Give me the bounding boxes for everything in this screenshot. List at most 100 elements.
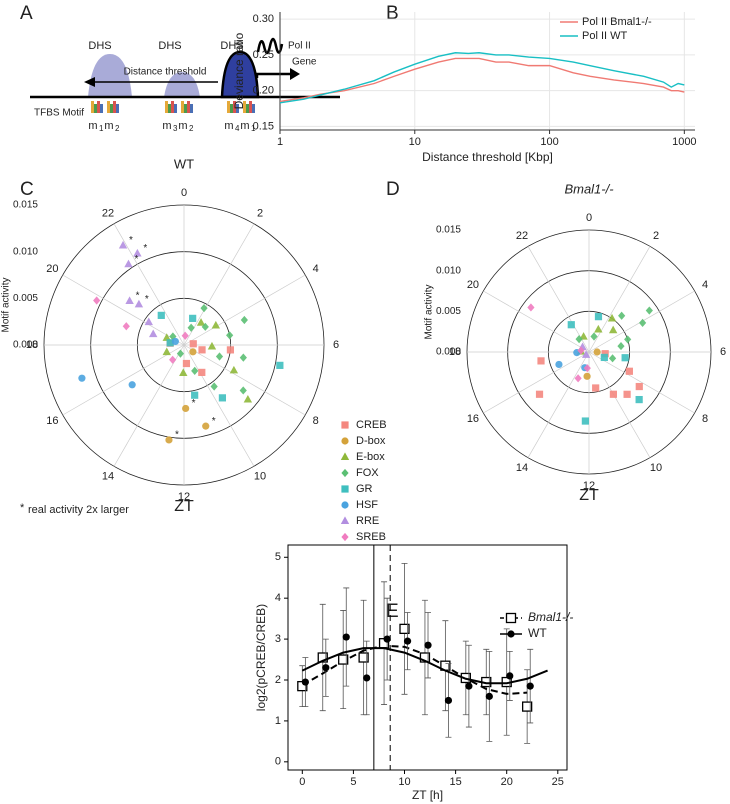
legend-label: FOX <box>356 467 379 479</box>
point <box>226 346 235 354</box>
motif-logo <box>171 101 174 113</box>
point <box>403 637 412 645</box>
legend-swatch <box>341 532 349 542</box>
asterisk: * <box>143 243 147 254</box>
angle-tick-label: 16 <box>46 415 58 427</box>
dhs-label: DHS <box>158 40 181 52</box>
point <box>191 366 199 375</box>
plot-frame <box>287 544 568 771</box>
point <box>149 329 158 338</box>
asterisk: * <box>134 254 138 265</box>
point <box>607 313 617 322</box>
asterisk: * <box>212 416 216 427</box>
point <box>191 391 199 399</box>
motif-label: TFBS Motif <box>34 108 84 119</box>
legend-label: RRE <box>356 515 379 527</box>
point <box>424 641 432 649</box>
legend-label: WT <box>528 626 547 640</box>
y-tick-label: 0.30 <box>253 13 274 25</box>
y-tick-label: 0.25 <box>253 49 274 61</box>
angle-tick-label: 22 <box>516 230 528 242</box>
angular-axis-title: ZT <box>174 498 194 515</box>
x-axis-title: Distance threshold [Kbp] <box>422 150 553 164</box>
angle-tick-label: 18 <box>449 346 461 358</box>
point <box>187 323 195 332</box>
point <box>78 374 86 382</box>
legend-label: GR <box>356 483 373 495</box>
fit-curve <box>301 644 528 695</box>
point <box>583 364 591 373</box>
legend-swatch <box>341 468 349 478</box>
asterisk: * <box>136 291 140 302</box>
legend-swatch <box>341 501 349 509</box>
spoke <box>483 351 590 414</box>
point <box>276 361 284 369</box>
point <box>169 355 177 364</box>
motif-logo <box>113 101 116 113</box>
point <box>575 334 583 344</box>
spoke <box>588 351 651 458</box>
angle-tick-label: 12 <box>583 480 595 492</box>
point <box>226 331 234 340</box>
motif-name: m <box>224 120 233 132</box>
x-tick-label: 0 <box>299 776 305 788</box>
motif-name: m <box>104 120 113 132</box>
angle-tick-label: 10 <box>650 462 662 474</box>
point <box>592 384 600 392</box>
point <box>181 331 189 340</box>
point <box>229 365 239 374</box>
x-tick-label: 10 <box>398 776 410 788</box>
spoke <box>483 290 590 353</box>
motif-index: 2 <box>189 124 194 133</box>
legend-swatch <box>505 612 517 624</box>
motif-name: m <box>240 120 249 132</box>
point <box>358 652 369 663</box>
point <box>166 339 174 347</box>
r-tick-label: 0.010 <box>13 246 38 257</box>
point <box>133 248 142 257</box>
point <box>215 352 224 361</box>
angle-tick-label: 12 <box>178 491 190 503</box>
point <box>196 318 206 326</box>
motif-logo <box>227 101 230 113</box>
spoke <box>183 223 255 346</box>
point <box>162 347 171 356</box>
legend-swatch <box>507 630 515 638</box>
point <box>590 332 598 341</box>
point <box>207 341 217 350</box>
point <box>243 394 253 403</box>
motif-index: 2 <box>115 124 120 133</box>
point <box>171 337 179 346</box>
x-tick-label: 25 <box>552 776 564 788</box>
distance-label: Distance threshold <box>124 67 207 78</box>
motif-name: m <box>178 120 187 132</box>
legend-swatch <box>340 452 350 460</box>
motif-logo <box>100 104 103 113</box>
point <box>635 395 643 404</box>
angle-tick-label: 0 <box>181 187 187 199</box>
point <box>601 350 609 358</box>
spoke <box>527 246 590 353</box>
dhs-peak <box>164 72 200 97</box>
asterisk: * <box>175 430 179 441</box>
legend-label: CREB <box>356 419 387 431</box>
spoke <box>113 344 185 467</box>
arrow-head <box>84 77 95 87</box>
legend-swatch <box>341 437 349 445</box>
x-tick-label: 15 <box>449 776 461 788</box>
y-tick-label: 0 <box>275 756 281 768</box>
point <box>527 303 535 312</box>
point <box>317 652 328 663</box>
legend-label: Bmal1-/- <box>528 610 573 624</box>
point <box>144 317 153 326</box>
y-tick-label: 0.20 <box>253 85 274 97</box>
motif-logo <box>243 101 246 113</box>
point <box>128 381 136 389</box>
footnote: real activity 2x larger <box>28 504 129 516</box>
x-tick-label: 1000 <box>672 136 696 148</box>
r-tick-label: 0.000 <box>13 340 38 351</box>
polymerase-label: Pol II <box>288 41 311 52</box>
point <box>594 324 603 333</box>
asterisk: * <box>192 398 196 409</box>
